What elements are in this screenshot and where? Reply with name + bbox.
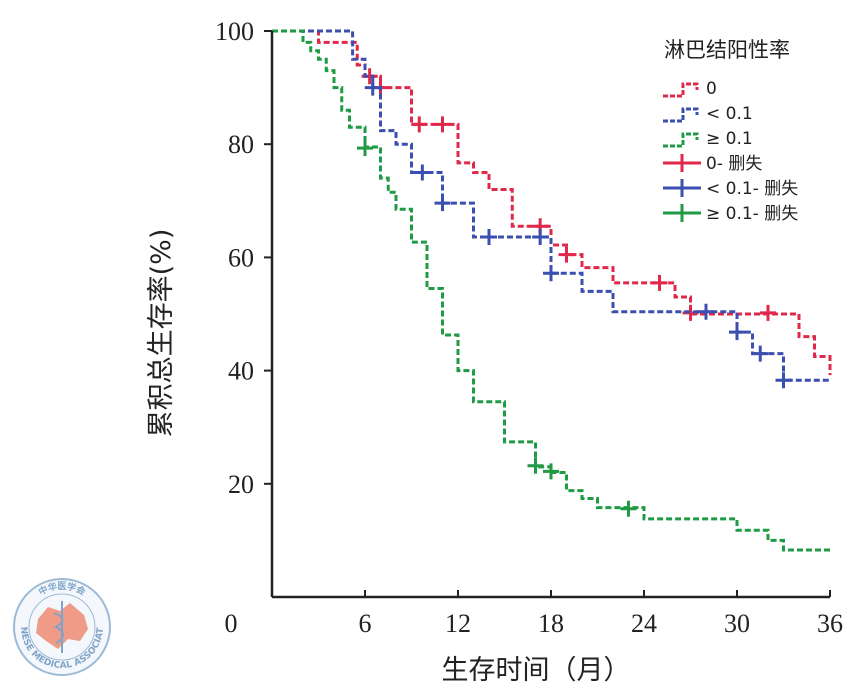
censor-mark-blue [481,229,497,246]
x-tick-label: 24 [631,609,657,638]
legend-label: 0- 删失 [706,154,762,174]
y-tick-label: 100 [215,17,254,46]
legend-label: < 0.1 [706,104,753,124]
censor-mark-blue [414,164,431,181]
censor-mark-blue [434,195,451,212]
survival-line-green [272,29,830,552]
censor-mark-green [357,140,373,157]
censor-mark-green [527,457,544,474]
legend-line-swatch [663,107,699,123]
censor-mark-blue [532,229,549,246]
x-tick-label: 12 [445,609,471,638]
censor-mark-blue [775,372,792,389]
seal-inner-ring [28,593,96,661]
censor-mark-blue [729,324,745,341]
legend-censor-swatch [663,154,701,172]
seal-top-text: 中华医学会 [37,580,89,598]
x-tick-label: 30 [724,609,750,638]
legend-censor-swatch [663,204,701,222]
caduceus-icon [53,601,64,653]
y-tick-label: 80 [228,130,254,159]
legend-line-swatch [663,82,699,98]
y-tick-label: 60 [228,243,254,272]
survival-curves [272,29,832,552]
legend-label: 0 [706,79,717,99]
association-seal: 中华医学会 CHINESE MEDICAL ASSOCIATION [13,578,111,676]
censor-mark-red [651,274,668,291]
x-axis-title: 生存时间（月） [442,655,631,686]
legend-censor-swatch [663,179,701,197]
censor-mark-red [760,304,776,321]
y-tick-label: 20 [228,470,254,499]
censor-mark-green [620,500,637,517]
legend: 淋巴结阳性率 0 < 0.1 ≥ 0.1 0- 删失 < 0.1- 删失 ≥ 0.1- 删… [663,38,798,224]
x-tick-label: 36 [817,609,843,638]
x-tick-label: 18 [538,609,564,638]
censor-mark-blue [698,303,714,320]
legend-line-swatch [663,132,699,148]
legend-label: < 0.1- 删失 [706,179,798,199]
censor-mark-blue [364,79,381,96]
censor-mark-red [558,246,575,263]
y-tick-label: 40 [228,357,254,386]
censor-mark-blue [752,345,769,362]
censor-mark-red [411,116,428,133]
legend-label: ≥ 0.1- 删失 [706,204,798,224]
y-axis-title: 累积总生存率(%) [146,229,177,438]
x-tick-label: 6 [359,609,372,638]
legend-label: ≥ 0.1 [706,129,753,149]
censor-mark-green [543,463,559,480]
censor-mark-red [434,116,451,133]
x-origin-label: 0 [225,609,238,638]
ticks: 20 40 60 80 100 6 12 18 24 30 36 [215,17,843,638]
censor-mark-blue [543,265,559,282]
legend-title: 淋巴结阳性率 [664,38,790,62]
